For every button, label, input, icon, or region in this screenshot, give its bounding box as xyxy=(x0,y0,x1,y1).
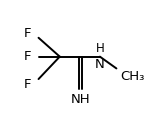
Text: F: F xyxy=(24,78,32,91)
Text: NH: NH xyxy=(71,93,90,106)
Text: CH₃: CH₃ xyxy=(121,70,145,83)
Text: F: F xyxy=(24,50,32,63)
Text: N: N xyxy=(95,58,105,71)
Text: H: H xyxy=(96,42,104,55)
Text: F: F xyxy=(24,27,32,40)
